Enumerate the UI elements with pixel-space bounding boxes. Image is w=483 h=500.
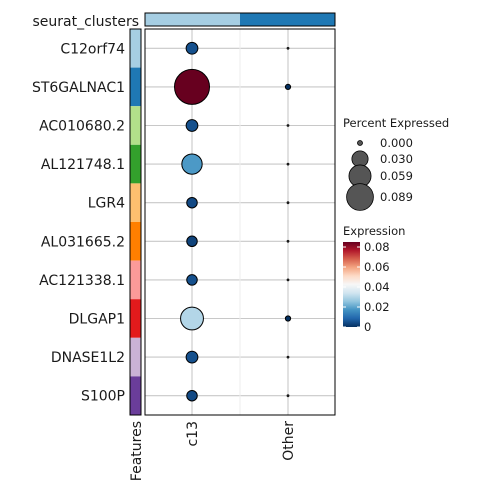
size-legend-dot xyxy=(357,140,363,146)
feature-annotation-bar xyxy=(129,28,142,416)
feature-annotation-segment xyxy=(130,260,141,300)
dot-C12orf74-c13 xyxy=(185,41,199,55)
dot-LGR4-Other xyxy=(286,201,290,205)
size-legend-label: 0.000 xyxy=(380,136,413,150)
feature-label: DNASE1L2 xyxy=(51,350,125,366)
feature-annotation-segment xyxy=(130,299,141,338)
feature-label: C12orf74 xyxy=(60,41,125,57)
feature-annotation-segment xyxy=(130,29,141,68)
dot-DNASE1L2-c13 xyxy=(185,350,199,364)
feature-annotation-segment xyxy=(130,106,141,145)
dot-ST6GALNAC1-Other xyxy=(284,83,292,91)
feature-label: LGR4 xyxy=(88,196,125,212)
top-annotation-segment xyxy=(240,13,335,26)
color-legend: Expression 0.08 0.06 0.04 0.02 0 xyxy=(343,224,405,334)
feature-label: S100P xyxy=(81,389,125,405)
top-annotation-bar xyxy=(144,12,336,27)
dot-AL121748.1-Other xyxy=(286,162,290,166)
feature-label: AC010680.2 xyxy=(39,119,125,135)
feature-annotation-segment xyxy=(130,67,141,107)
dot-ST6GALNAC1-c13 xyxy=(174,68,210,105)
color-legend-bar xyxy=(343,242,360,327)
dot-DLGAP1-c13 xyxy=(180,306,204,331)
feature-label: ST6GALNAC1 xyxy=(32,80,125,96)
feature-label: AL121748.1 xyxy=(41,157,125,173)
feature-annotation-segment xyxy=(130,183,141,222)
feature-label: DLGAP1 xyxy=(69,312,125,328)
features-axis-label: Features xyxy=(129,421,145,481)
color-legend-label: 0.06 xyxy=(364,260,390,274)
feature-annotation-segment xyxy=(130,144,141,184)
dot-DLGAP1-Other xyxy=(284,315,292,322)
dot-S100P-c13 xyxy=(186,389,198,402)
group-label: Other xyxy=(281,421,297,461)
dot-AC121338.1-c13 xyxy=(186,274,198,286)
grid-lines xyxy=(145,29,335,415)
dot-DNASE1L2-Other xyxy=(286,355,290,359)
size-legend-label: 0.030 xyxy=(380,152,413,166)
dot-AC121338.1-Other xyxy=(286,278,290,282)
group-labels: c13 Other xyxy=(185,421,297,461)
top-annotation-border xyxy=(144,12,336,27)
feature-annotation-border xyxy=(129,28,142,416)
dot-AL031665.2-c13 xyxy=(186,235,198,248)
size-legend-title: Percent Expressed xyxy=(343,116,449,130)
dots-layer xyxy=(174,41,292,402)
feature-annotation-segment xyxy=(130,222,141,261)
dot-AC010680.2-c13 xyxy=(185,119,199,132)
color-legend-label: 0 xyxy=(364,320,371,334)
size-legend-label: 0.059 xyxy=(380,169,413,183)
plot-panel-border xyxy=(144,28,336,416)
top-annotation-segment xyxy=(145,13,240,26)
color-legend-label: 0.08 xyxy=(364,240,390,254)
dot-C12orf74-Other xyxy=(286,46,290,50)
dot-AL121748.1-c13 xyxy=(181,153,203,175)
color-legend-label: 0.02 xyxy=(364,300,390,314)
dot-AL031665.2-Other xyxy=(286,239,290,243)
color-legend-title: Expression xyxy=(343,224,405,238)
size-legend-dot xyxy=(346,183,374,211)
top-annotation-label: seurat_clusters xyxy=(32,14,139,30)
dot-AC010680.2-Other xyxy=(286,124,290,127)
size-legend-label: 0.089 xyxy=(380,190,413,204)
feature-labels: C12orf74 ST6GALNAC1 AC010680.2 AL121748.1 LG… xyxy=(32,41,125,404)
group-label: c13 xyxy=(185,421,201,447)
dot-S100P-Other xyxy=(286,394,290,398)
color-legend-label: 0.04 xyxy=(364,280,390,294)
feature-annotation-segment xyxy=(130,337,141,377)
size-legend: Percent Expressed 0.000 0.030 0.059 0.089 xyxy=(343,116,449,211)
feature-label: AL031665.2 xyxy=(41,234,125,250)
dot-LGR4-c13 xyxy=(186,196,198,209)
feature-annotation-segment xyxy=(130,376,141,415)
feature-label: AC121338.1 xyxy=(39,273,125,289)
